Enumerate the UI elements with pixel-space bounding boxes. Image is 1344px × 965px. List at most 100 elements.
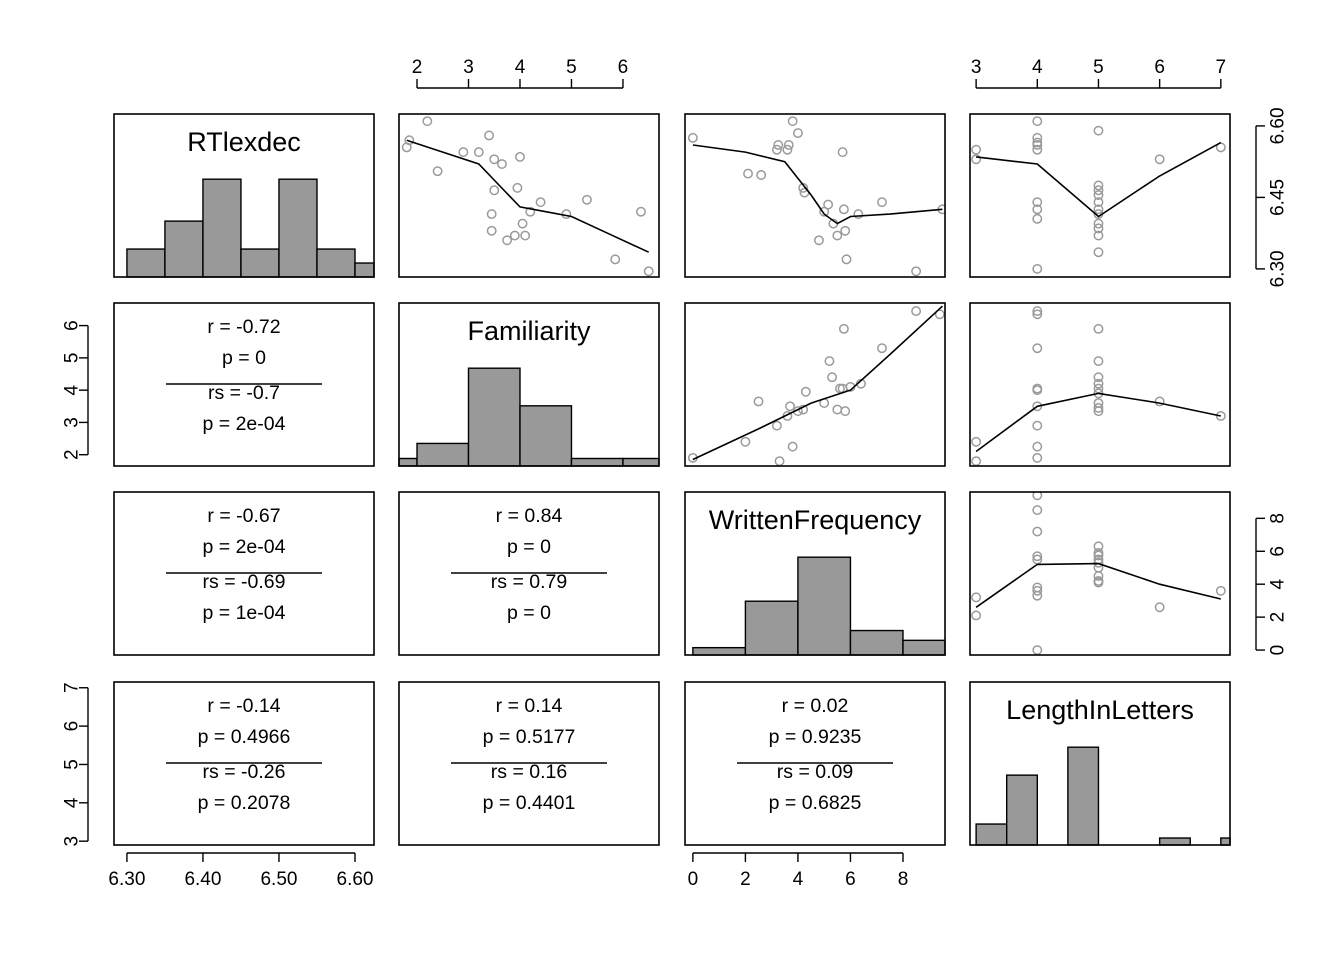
scatter-panel-familiarity-vs-writtenfrequency <box>687 305 945 466</box>
tick-label: 6 <box>1268 546 1289 557</box>
pearson-r: r = 0.14 <box>496 695 563 717</box>
panel-frame <box>969 113 1231 278</box>
scatter-point <box>1032 132 1043 143</box>
correlation-panel-rtlexdec-lengthinletters: r = -0.14 p = 0.4966 rs = -0.26 p = 0.2078 <box>166 695 322 814</box>
scatter-point <box>515 151 525 162</box>
scatter-point <box>1093 575 1104 586</box>
lowess-smooth-line <box>975 562 1221 608</box>
tick-label: 6.45 <box>1268 179 1289 216</box>
panel-frame <box>113 681 375 846</box>
scatter-point <box>1093 356 1104 367</box>
scatter-point <box>1154 154 1165 165</box>
correlation-panel-rtlexdec-familiarity: r = -0.72 p = 0 rs = -0.7 p = 2e-04 <box>166 316 322 435</box>
panel-frame <box>398 113 660 278</box>
histogram-bar <box>622 457 660 467</box>
scatter-point <box>877 343 887 354</box>
scatter-point <box>1215 585 1226 596</box>
panel-frame <box>113 491 375 656</box>
panel-content <box>687 305 945 466</box>
scatter-point <box>1032 582 1043 593</box>
scatter-point <box>1032 197 1043 208</box>
panel-content <box>971 306 1226 466</box>
scatter-point <box>1093 398 1104 409</box>
right-axis-writtenfrequency: 0 2 4 6 8 <box>1255 513 1289 656</box>
scatter-point <box>773 140 784 150</box>
pearson-r: r = -0.72 <box>207 316 280 338</box>
pearson-r: r = -0.14 <box>207 695 280 717</box>
scatter-point <box>1154 396 1165 407</box>
scatter-point <box>840 225 851 236</box>
panel-content <box>687 116 945 277</box>
scatter-panel-writtenfrequency-vs-lengthinletters <box>971 492 1226 655</box>
scatter-point <box>517 218 528 229</box>
panel-content <box>971 492 1226 655</box>
scatter-point <box>838 204 849 215</box>
scatter-point <box>971 456 982 466</box>
p-value: p = 0 <box>507 536 551 558</box>
tick-label: 3 <box>62 417 83 428</box>
scatter-point <box>486 209 497 220</box>
tick-label: 6 <box>845 869 856 890</box>
scatter-point <box>1032 585 1043 596</box>
scatter-point <box>1093 402 1104 413</box>
tick-label: 6.30 <box>1268 250 1289 287</box>
scatter-point <box>971 592 982 603</box>
histogram-bar <box>692 646 747 656</box>
p-value: p = 2e-04 <box>203 536 286 558</box>
scatter-point <box>838 323 849 334</box>
correlation-panel-rtlexdec-writtenfrequency: r = -0.67 p = 2e-04 rs = -0.69 p = 1e-04 <box>166 505 322 624</box>
scatter-point <box>787 441 798 452</box>
scatter-point <box>636 206 646 217</box>
p-value: p = 0.4401 <box>483 792 576 814</box>
histogram-bar <box>744 600 799 656</box>
scatter-point <box>1093 218 1104 229</box>
panel-frame <box>684 681 946 846</box>
scatter-point <box>1032 645 1043 655</box>
scatter-point <box>1093 190 1104 200</box>
scatter-point <box>1032 204 1043 215</box>
panel-frame <box>684 491 946 656</box>
scatter-point <box>827 372 838 383</box>
histogram-bar <box>1220 837 1231 846</box>
scatter-point <box>1093 557 1104 568</box>
pearson-r: r = 0.02 <box>782 695 849 717</box>
scatter-point <box>1032 551 1043 562</box>
scatter-point <box>832 230 843 241</box>
left-axis-lengthinletters: 3 4 5 6 7 <box>62 682 89 846</box>
p-value: p = 0 <box>222 347 266 369</box>
p-value: p = 0.6825 <box>769 792 862 814</box>
tick-label: 0 <box>1268 645 1289 656</box>
scatter-point <box>756 170 767 180</box>
lowess-smooth-line <box>692 144 943 225</box>
spearman-rs: rs = 0.09 <box>777 761 853 783</box>
tick-label: 7 <box>62 682 83 693</box>
scatter-point <box>1032 140 1043 150</box>
panel-frame <box>969 302 1231 467</box>
scatter-point <box>813 235 824 246</box>
tick-label: 2 <box>740 869 751 890</box>
scatter-panel-rtlexdec-vs-lengthinletters <box>971 116 1226 274</box>
p-value: p = 2e-04 <box>203 413 286 435</box>
tick-label: 2 <box>62 449 83 460</box>
p-value: p = 0.9235 <box>769 726 862 748</box>
panel-frame <box>113 113 375 278</box>
tick-label: 4 <box>1032 57 1043 78</box>
scatter-point <box>422 116 433 127</box>
scatter-point <box>1093 223 1104 234</box>
scatter-point <box>1093 185 1104 196</box>
histogram-bar <box>164 220 204 278</box>
correlation-panel-writtenfrequency-lengthinletters: r = 0.02 p = 0.9235 rs = 0.09 p = 0.6825 <box>737 695 893 814</box>
histogram-bar <box>354 262 375 278</box>
scatter-point <box>877 197 887 208</box>
scatter-point <box>800 386 811 397</box>
scatter-point <box>561 209 572 220</box>
scatter-point <box>911 266 922 277</box>
tick-label: 6 <box>1154 57 1165 78</box>
scatter-point <box>1093 547 1104 558</box>
tick-label: 5 <box>62 353 83 364</box>
panel-frame <box>398 302 660 467</box>
panel-content <box>971 116 1226 274</box>
scatter-point <box>1032 309 1043 320</box>
variable-label-writtenfrequency: WrittenFrequency <box>709 505 922 535</box>
spearman-rs: rs = 0.16 <box>491 761 567 783</box>
